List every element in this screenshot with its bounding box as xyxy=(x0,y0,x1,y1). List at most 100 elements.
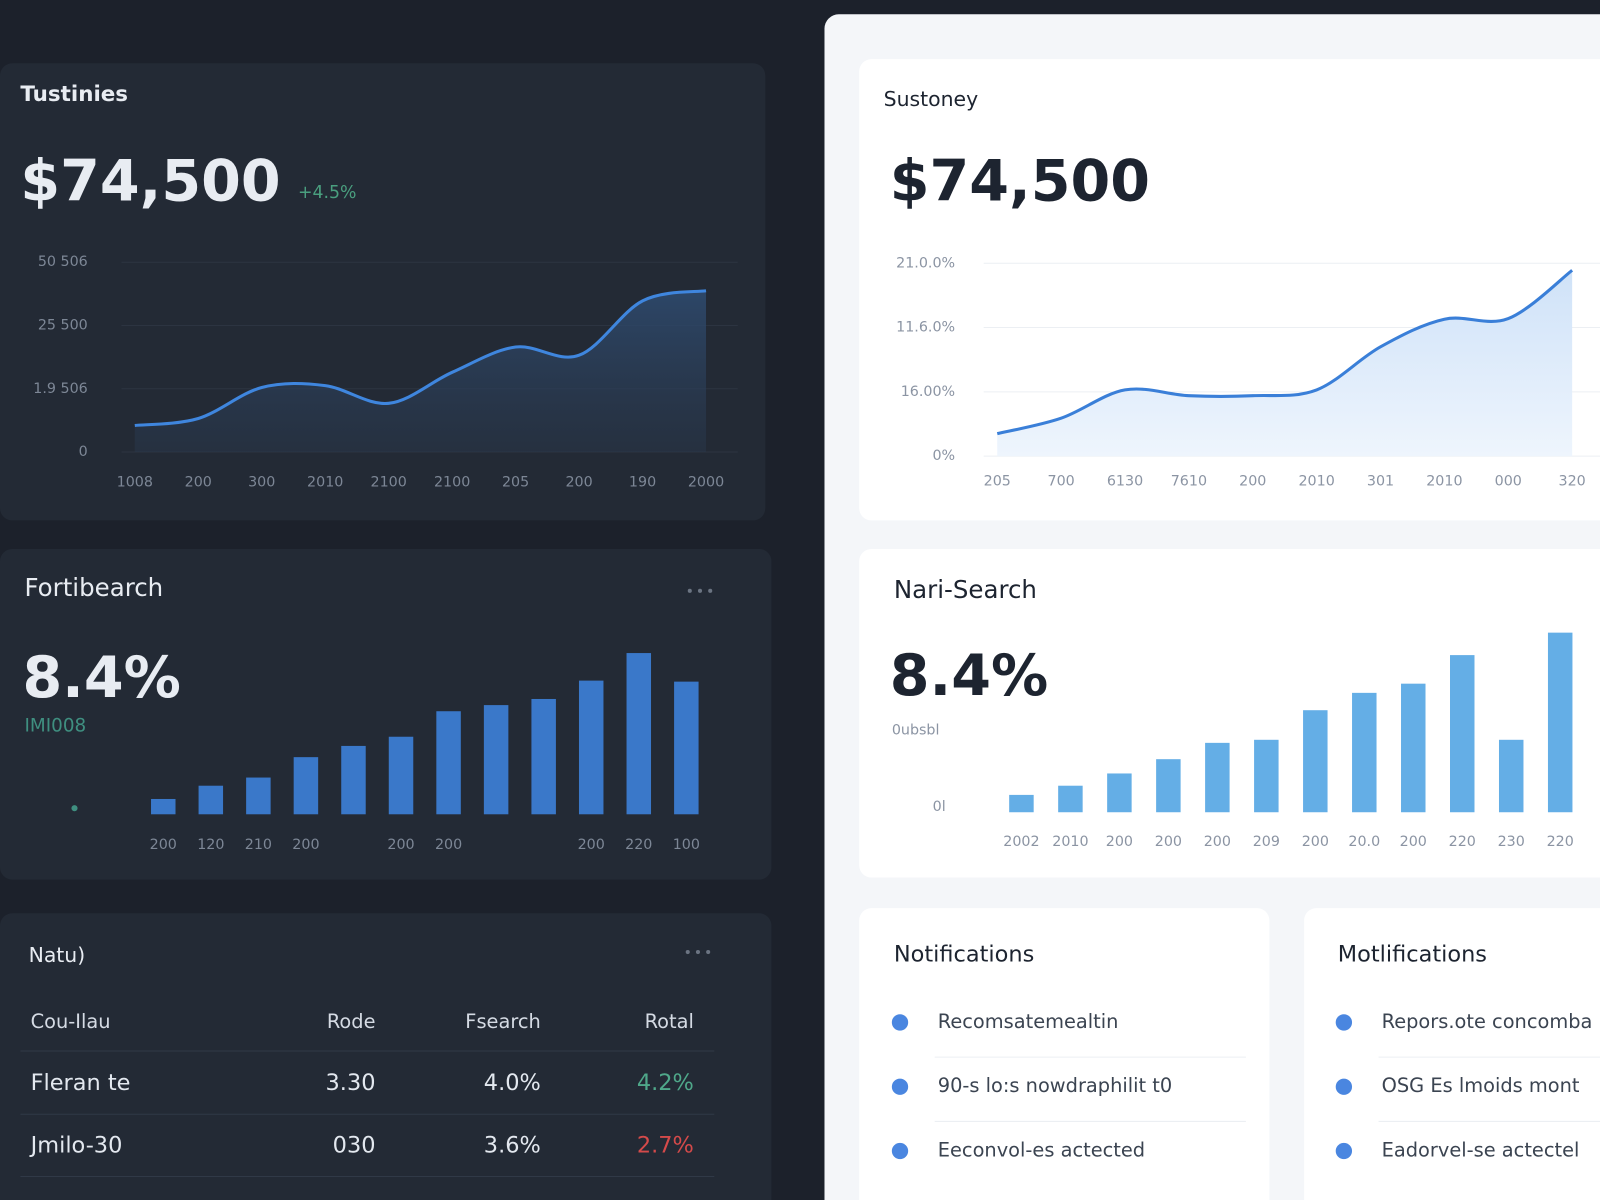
y-tick-label: 25 500 xyxy=(38,318,88,334)
line xyxy=(996,269,1574,436)
card xyxy=(859,908,1270,1200)
caption: 0ubsbl xyxy=(892,723,940,739)
bullet xyxy=(891,1142,909,1160)
change: +4.5% xyxy=(298,183,357,203)
notification-item: Eeconvol-es actected xyxy=(938,1139,1145,1162)
bar xyxy=(1547,632,1573,813)
table-header: Rode xyxy=(327,1010,376,1033)
bar xyxy=(1401,683,1426,813)
bar xyxy=(388,736,414,815)
table-cell: 4.0% xyxy=(484,1070,541,1096)
bullet xyxy=(1335,1142,1353,1160)
x-tick-label: 200 xyxy=(1239,474,1266,490)
bar xyxy=(1058,785,1083,813)
notification-item: 90-s lo:s nowdraphilit t0 xyxy=(938,1074,1172,1097)
x-tick-label: 120 xyxy=(197,837,224,853)
bar xyxy=(531,698,556,815)
x-tick-label: 190 xyxy=(629,475,656,491)
x-tick-label: 300 xyxy=(248,475,275,491)
y-tick-label: 1.9 506 xyxy=(33,381,87,397)
x-tick-label: 6130 xyxy=(1107,474,1143,490)
charts: 0 1.9 506 25 500 50 506 1008 200 300 2010 2100 21… xyxy=(33,254,1600,853)
x-tick-label: 100 xyxy=(673,837,700,853)
y-tick-label: 0 xyxy=(79,444,88,460)
table-header: Fsearch xyxy=(465,1010,541,1033)
bullet xyxy=(891,1078,909,1095)
x-tick-label: 200 xyxy=(1302,834,1329,850)
x-tick-label: 220 xyxy=(1449,834,1476,850)
metric: 8.4% xyxy=(22,645,180,711)
line-area xyxy=(997,270,1573,457)
table-cell: 2.7% xyxy=(637,1132,694,1158)
x-tick-label: 2010 xyxy=(307,475,343,491)
bar xyxy=(198,785,224,815)
bar xyxy=(1450,655,1475,813)
bar xyxy=(1009,794,1034,813)
x-tick-label: 000 xyxy=(1495,474,1522,490)
table-header: Rotal xyxy=(645,1010,694,1033)
x-tick-label: 209 xyxy=(1253,834,1280,850)
notification-item: Recomsatemealtin xyxy=(938,1010,1119,1033)
bar xyxy=(1254,739,1279,813)
x-tick-label: 1008 xyxy=(117,475,153,491)
y-tick-label: 0% xyxy=(932,448,955,464)
table-cell: 030 xyxy=(333,1132,376,1158)
bar xyxy=(1205,742,1230,813)
x-tick-label: 20.0 xyxy=(1348,834,1380,850)
bar xyxy=(151,798,176,815)
y-tick-label: 16.00% xyxy=(901,384,955,400)
line-area xyxy=(134,290,707,453)
x-tick-label: 2010 xyxy=(1298,474,1334,490)
bar xyxy=(578,680,604,815)
x-tick-label: 205 xyxy=(502,475,529,491)
bullet xyxy=(891,1014,909,1031)
x-tick-label: 301 xyxy=(1367,474,1394,490)
table: Cou-Ilau Rode Fsearch Rotal Fleran te 3.30 4.0… xyxy=(20,1010,715,1178)
table-header: Cou-Ilau xyxy=(31,1010,111,1033)
line xyxy=(134,289,707,427)
x-tick-label: 220 xyxy=(625,837,652,853)
menu-icon[interactable] xyxy=(685,588,713,955)
bar xyxy=(1498,739,1524,813)
bar xyxy=(341,745,366,815)
x-tick-label: 200 xyxy=(1400,834,1427,850)
x-tick-label: 200 xyxy=(387,837,414,853)
x-tick-label: 200 xyxy=(292,837,319,853)
x-tick-label: 205 xyxy=(984,474,1011,490)
card-title: Notifications xyxy=(894,942,1034,968)
x-tick-label: 200 xyxy=(435,837,462,853)
notifications: Notifications Recomsatemealtin 90-s lo:s n… xyxy=(891,942,1600,1162)
caption: 0l xyxy=(933,799,946,815)
bar xyxy=(436,711,461,815)
x-tick-label: 200 xyxy=(185,475,212,491)
y-tick-label: 50 506 xyxy=(38,254,88,270)
bar xyxy=(674,681,699,815)
table-cell: 3.30 xyxy=(326,1070,376,1096)
metric: $74,500 xyxy=(20,148,280,214)
bullet xyxy=(1335,1078,1353,1095)
bar xyxy=(1352,692,1377,813)
card xyxy=(0,913,772,1200)
table-cell: 3.6% xyxy=(484,1132,541,1158)
x-tick-label: 230 xyxy=(1498,834,1525,850)
table-cell: Fleran te xyxy=(31,1070,131,1096)
bar xyxy=(483,705,509,815)
notification-item: Repors.ote concomba xyxy=(1382,1010,1593,1033)
bar xyxy=(246,777,271,815)
card xyxy=(1304,908,1600,1200)
x-tick-label: 200 xyxy=(1106,834,1133,850)
x-tick-label: 220 xyxy=(1547,834,1574,850)
y-tick-label: 21.0.0% xyxy=(896,255,955,271)
x-tick-label: 700 xyxy=(1048,474,1075,490)
bar xyxy=(626,653,652,815)
card-title: Tustinies xyxy=(20,82,128,107)
x-tick-label: 200 xyxy=(578,837,605,853)
table-cell: 4.2% xyxy=(637,1070,694,1096)
bullet xyxy=(1335,1014,1353,1031)
x-tick-label: 200 xyxy=(150,837,177,853)
x-tick-label: 2100 xyxy=(434,475,470,491)
x-tick-label: 200 xyxy=(565,475,592,491)
table-cell: Jmilo-30 xyxy=(29,1132,123,1158)
bar xyxy=(1303,710,1328,813)
